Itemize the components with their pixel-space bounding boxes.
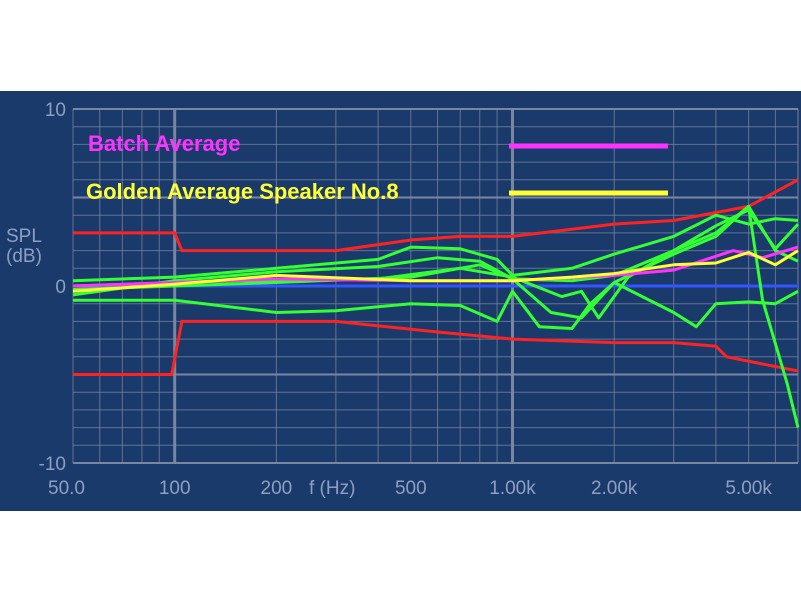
grid <box>72 108 799 464</box>
series-line-golden-average-speaker-no-8 <box>72 249 799 293</box>
x-tick-label: 200 <box>261 478 293 499</box>
legend-label-golden-average: Golden Average Speaker No.8 <box>86 179 399 204</box>
series-line-sample-2 <box>72 213 799 283</box>
x-axis-label: f (Hz) <box>309 478 355 499</box>
series-line-sample-5 <box>72 204 799 320</box>
series-line-lower-limit <box>73 319 799 376</box>
legend-label-batch-average: Batch Average <box>88 131 240 156</box>
x-tick-label: 1.00k <box>489 478 536 499</box>
y-tick-label: -10 <box>39 454 66 475</box>
x-tick-label: 5.00k <box>725 478 772 499</box>
series-line-sample-4 <box>72 204 800 428</box>
series-line-upper-limit <box>73 178 799 253</box>
series-line-sample-3 <box>73 281 799 330</box>
y-tick-label: 10 <box>45 100 66 121</box>
y-tick-label: 0 <box>55 277 66 298</box>
x-tick-label: 2.00k <box>591 478 638 499</box>
series-group <box>72 178 800 428</box>
legend: Batch Average Golden Average Speaker No.… <box>86 131 668 204</box>
x-tick-label: 50.0 <box>48 478 85 499</box>
y-axis-label-line-1: SPL <box>6 226 42 247</box>
x-tick-label: 500 <box>395 478 427 499</box>
x-tick-label: 100 <box>159 478 191 499</box>
y-axis-label-line-2: (dB) <box>6 246 42 267</box>
